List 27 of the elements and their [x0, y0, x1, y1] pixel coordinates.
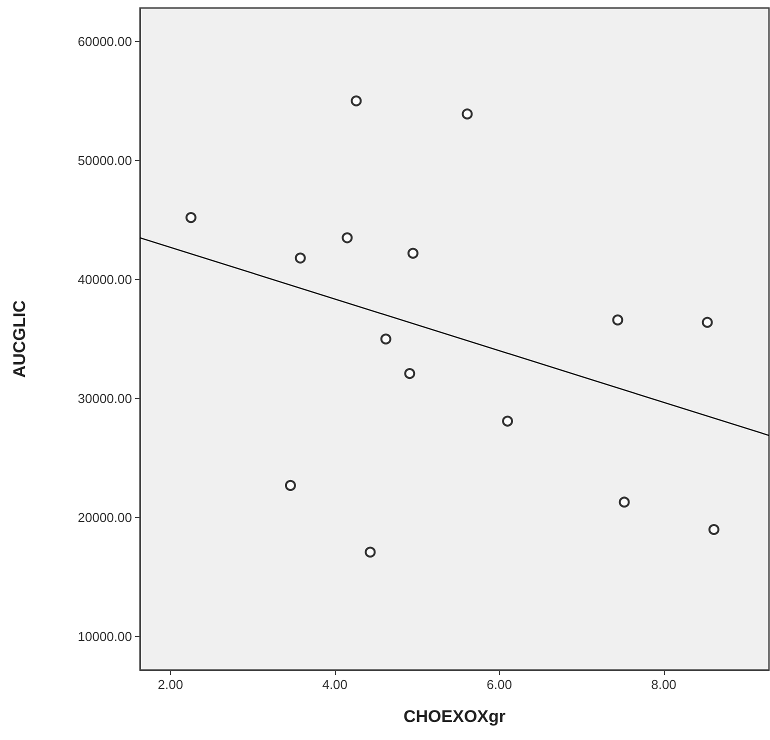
x-tick-label: 8.00: [651, 677, 676, 692]
point: [407, 248, 418, 259]
y-tick-label: 40000.00: [78, 272, 132, 287]
y-tick-label: 20000.00: [78, 510, 132, 526]
y-tick-label: 50000.00: [78, 152, 132, 168]
x-tick-label: 4.00: [322, 677, 348, 692]
x-tick-label: 6.00: [486, 677, 512, 692]
point: [612, 314, 624, 326]
point: [702, 316, 713, 328]
point: [284, 480, 296, 491]
point: [364, 546, 376, 558]
point: [618, 496, 630, 508]
y-tick-label: 30000.00: [78, 391, 132, 406]
point: [502, 416, 514, 427]
point: [185, 212, 196, 224]
y-axis-title: AUCGLIC: [10, 300, 29, 378]
point: [342, 232, 353, 244]
point: [708, 524, 720, 535]
y-tick-label: 60000.00: [78, 34, 132, 49]
y-tick-label: 10000.00: [78, 629, 132, 644]
point: [380, 334, 392, 344]
point: [462, 108, 473, 120]
point: [404, 368, 416, 380]
point: [350, 95, 362, 106]
x-axis-title: CHOEXOXgr: [403, 707, 506, 726]
point: [294, 252, 306, 264]
x-tick-label: 2.00: [158, 677, 184, 692]
